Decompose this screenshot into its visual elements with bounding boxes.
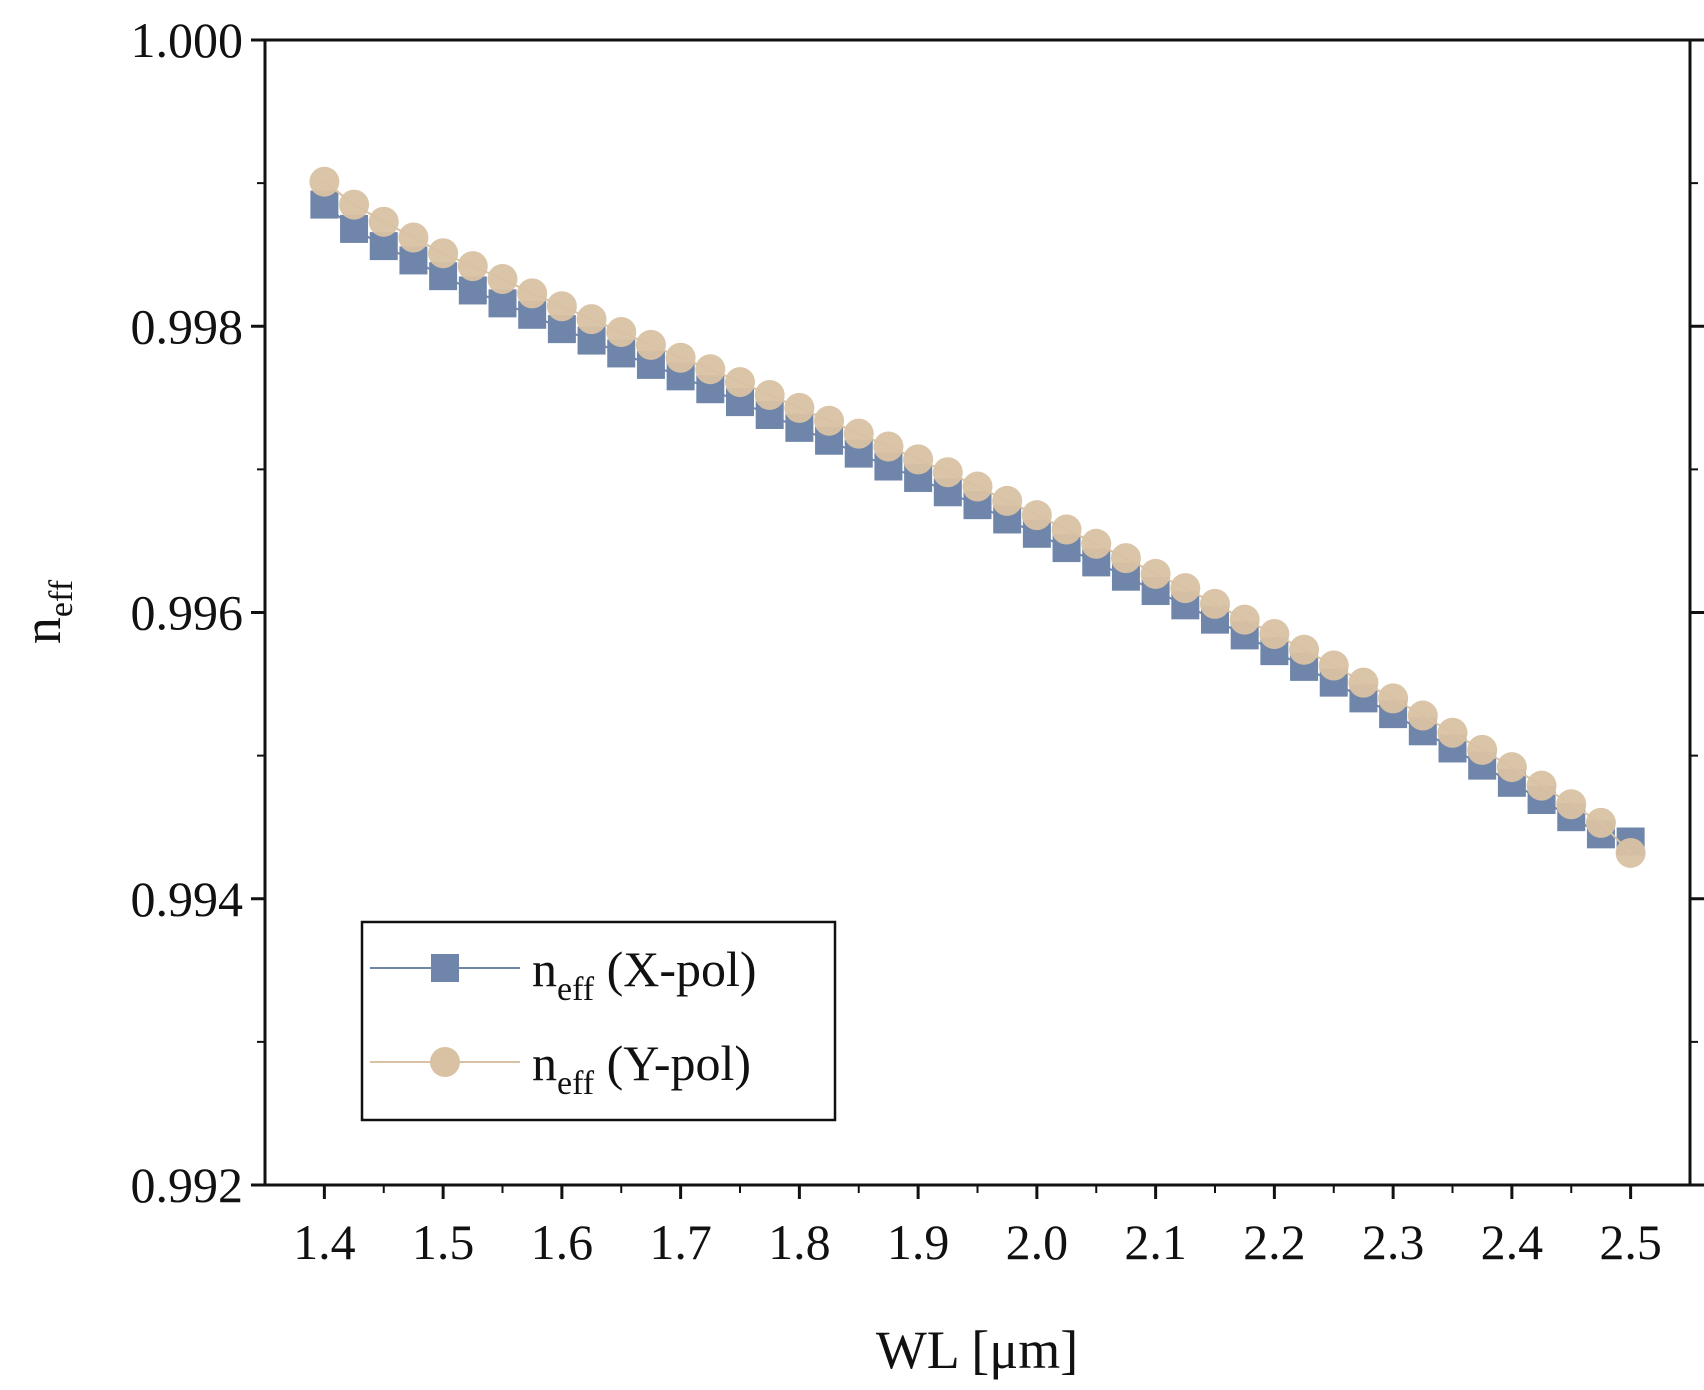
data-point-y-pol [1289, 634, 1320, 665]
x-tick-label: 1.9 [887, 1214, 950, 1270]
x-tick-label: 1.8 [768, 1214, 831, 1270]
x-tick-label: 1.5 [412, 1214, 475, 1270]
x-tick-label: 1.6 [531, 1214, 594, 1270]
data-point-y-pol [695, 354, 726, 385]
y-tick-label: 0.994 [131, 871, 244, 927]
y-tick-label: 1.000 [131, 12, 244, 68]
data-point-y-pol [635, 329, 666, 360]
data-point-y-pol [784, 392, 815, 423]
legend-label-y-pol-main: n [532, 1035, 557, 1091]
data-point-y-pol [1051, 514, 1082, 545]
x-tick-label: 2.5 [1599, 1214, 1662, 1270]
axis-ticks: 1.4 1.5 1.6 1.7 1.8 1.9 2.0 2.1 2.2 2.3 2.4 2.5 0.99… [131, 12, 1704, 1270]
data-point-y-pol [1200, 588, 1230, 619]
x-tick-label: 1.7 [649, 1214, 712, 1270]
data-point-y-pol [1467, 734, 1498, 765]
data-point-y-pol [1140, 558, 1171, 589]
data-point-y-pol [1081, 528, 1112, 559]
data-point-y-pol [1437, 717, 1468, 748]
data-point-y-pol [992, 485, 1023, 516]
data-point-y-pol [665, 342, 696, 373]
data-point-y-pol [932, 457, 963, 488]
legend-label-y-pol: neff (Y-pol) [532, 1035, 751, 1102]
x-axis-title: WL [μm] [876, 1320, 1078, 1380]
data-point-y-pol [457, 251, 488, 282]
legend-label-y-pol-sub: eff [557, 1065, 595, 1102]
x-tick-label: 1.4 [293, 1214, 356, 1270]
data-point-y-pol [1110, 543, 1141, 574]
data-point-y-pol [1259, 618, 1290, 649]
data-point-y-pol [1556, 789, 1587, 820]
x-tick-label: 2.1 [1124, 1214, 1187, 1270]
data-point-y-pol [368, 206, 399, 237]
x-tick-label: 2.3 [1362, 1214, 1425, 1270]
legend-marker-y-pol [430, 1047, 460, 1077]
legend-marker-x-pol [431, 954, 459, 982]
y-axis-title-main: n [12, 617, 72, 644]
data-point-y-pol [1526, 770, 1557, 801]
data-point-y-pol [1378, 683, 1409, 714]
data-point-y-pol [517, 278, 548, 309]
data-point-y-pol [1407, 700, 1438, 731]
y-axis-title: neff [12, 579, 80, 644]
data-point-y-pol [309, 166, 340, 197]
data-point-y-pol [487, 264, 518, 295]
data-point-y-pol [1496, 752, 1527, 783]
data-point-y-pol [339, 189, 370, 220]
legend-label-x-pol-main: n [532, 941, 557, 997]
data-point-y-pol [606, 316, 637, 347]
legend-label-x-pol-rest: (X-pol) [594, 941, 756, 997]
data-point-y-pol [814, 405, 845, 436]
data-point-y-pol [962, 471, 993, 502]
x-tick-label: 2.4 [1481, 1214, 1544, 1270]
legend-label-x-pol: neff (X-pol) [532, 941, 757, 1008]
data-point-y-pol [1585, 807, 1616, 838]
data-point-y-pol [873, 431, 904, 462]
data-point-y-pol [1170, 573, 1201, 604]
y-tick-label: 0.992 [131, 1157, 244, 1213]
data-point-y-pol [1318, 650, 1349, 681]
data-point-y-pol [1229, 604, 1260, 635]
data-point-y-pol [428, 238, 459, 269]
data-point-y-pol [754, 379, 785, 410]
y-axis-title-sub: eff [43, 579, 80, 617]
data-point-y-pol [903, 444, 934, 475]
data-point-y-pol [1021, 500, 1052, 531]
x-tick-label: 2.2 [1243, 1214, 1306, 1270]
legend-label-y-pol-rest: (Y-pol) [594, 1035, 751, 1091]
legend: neff (X-pol) neff (Y-pol) [360, 920, 837, 1122]
data-point-y-pol [398, 222, 429, 253]
y-tick-label: 0.998 [131, 298, 244, 354]
x-tick-label: 2.0 [1006, 1214, 1069, 1270]
data-point-y-pol [1348, 667, 1379, 698]
y-tick-label: 0.996 [131, 585, 244, 641]
data-point-y-pol [725, 367, 755, 398]
data-point-y-pol [576, 304, 607, 335]
data-point-y-pol [1615, 837, 1646, 868]
legend-label-x-pol-sub: eff [557, 971, 595, 1008]
plot-marks [309, 166, 1646, 868]
data-point-y-pol [843, 418, 874, 449]
data-point-y-pol [546, 291, 577, 322]
